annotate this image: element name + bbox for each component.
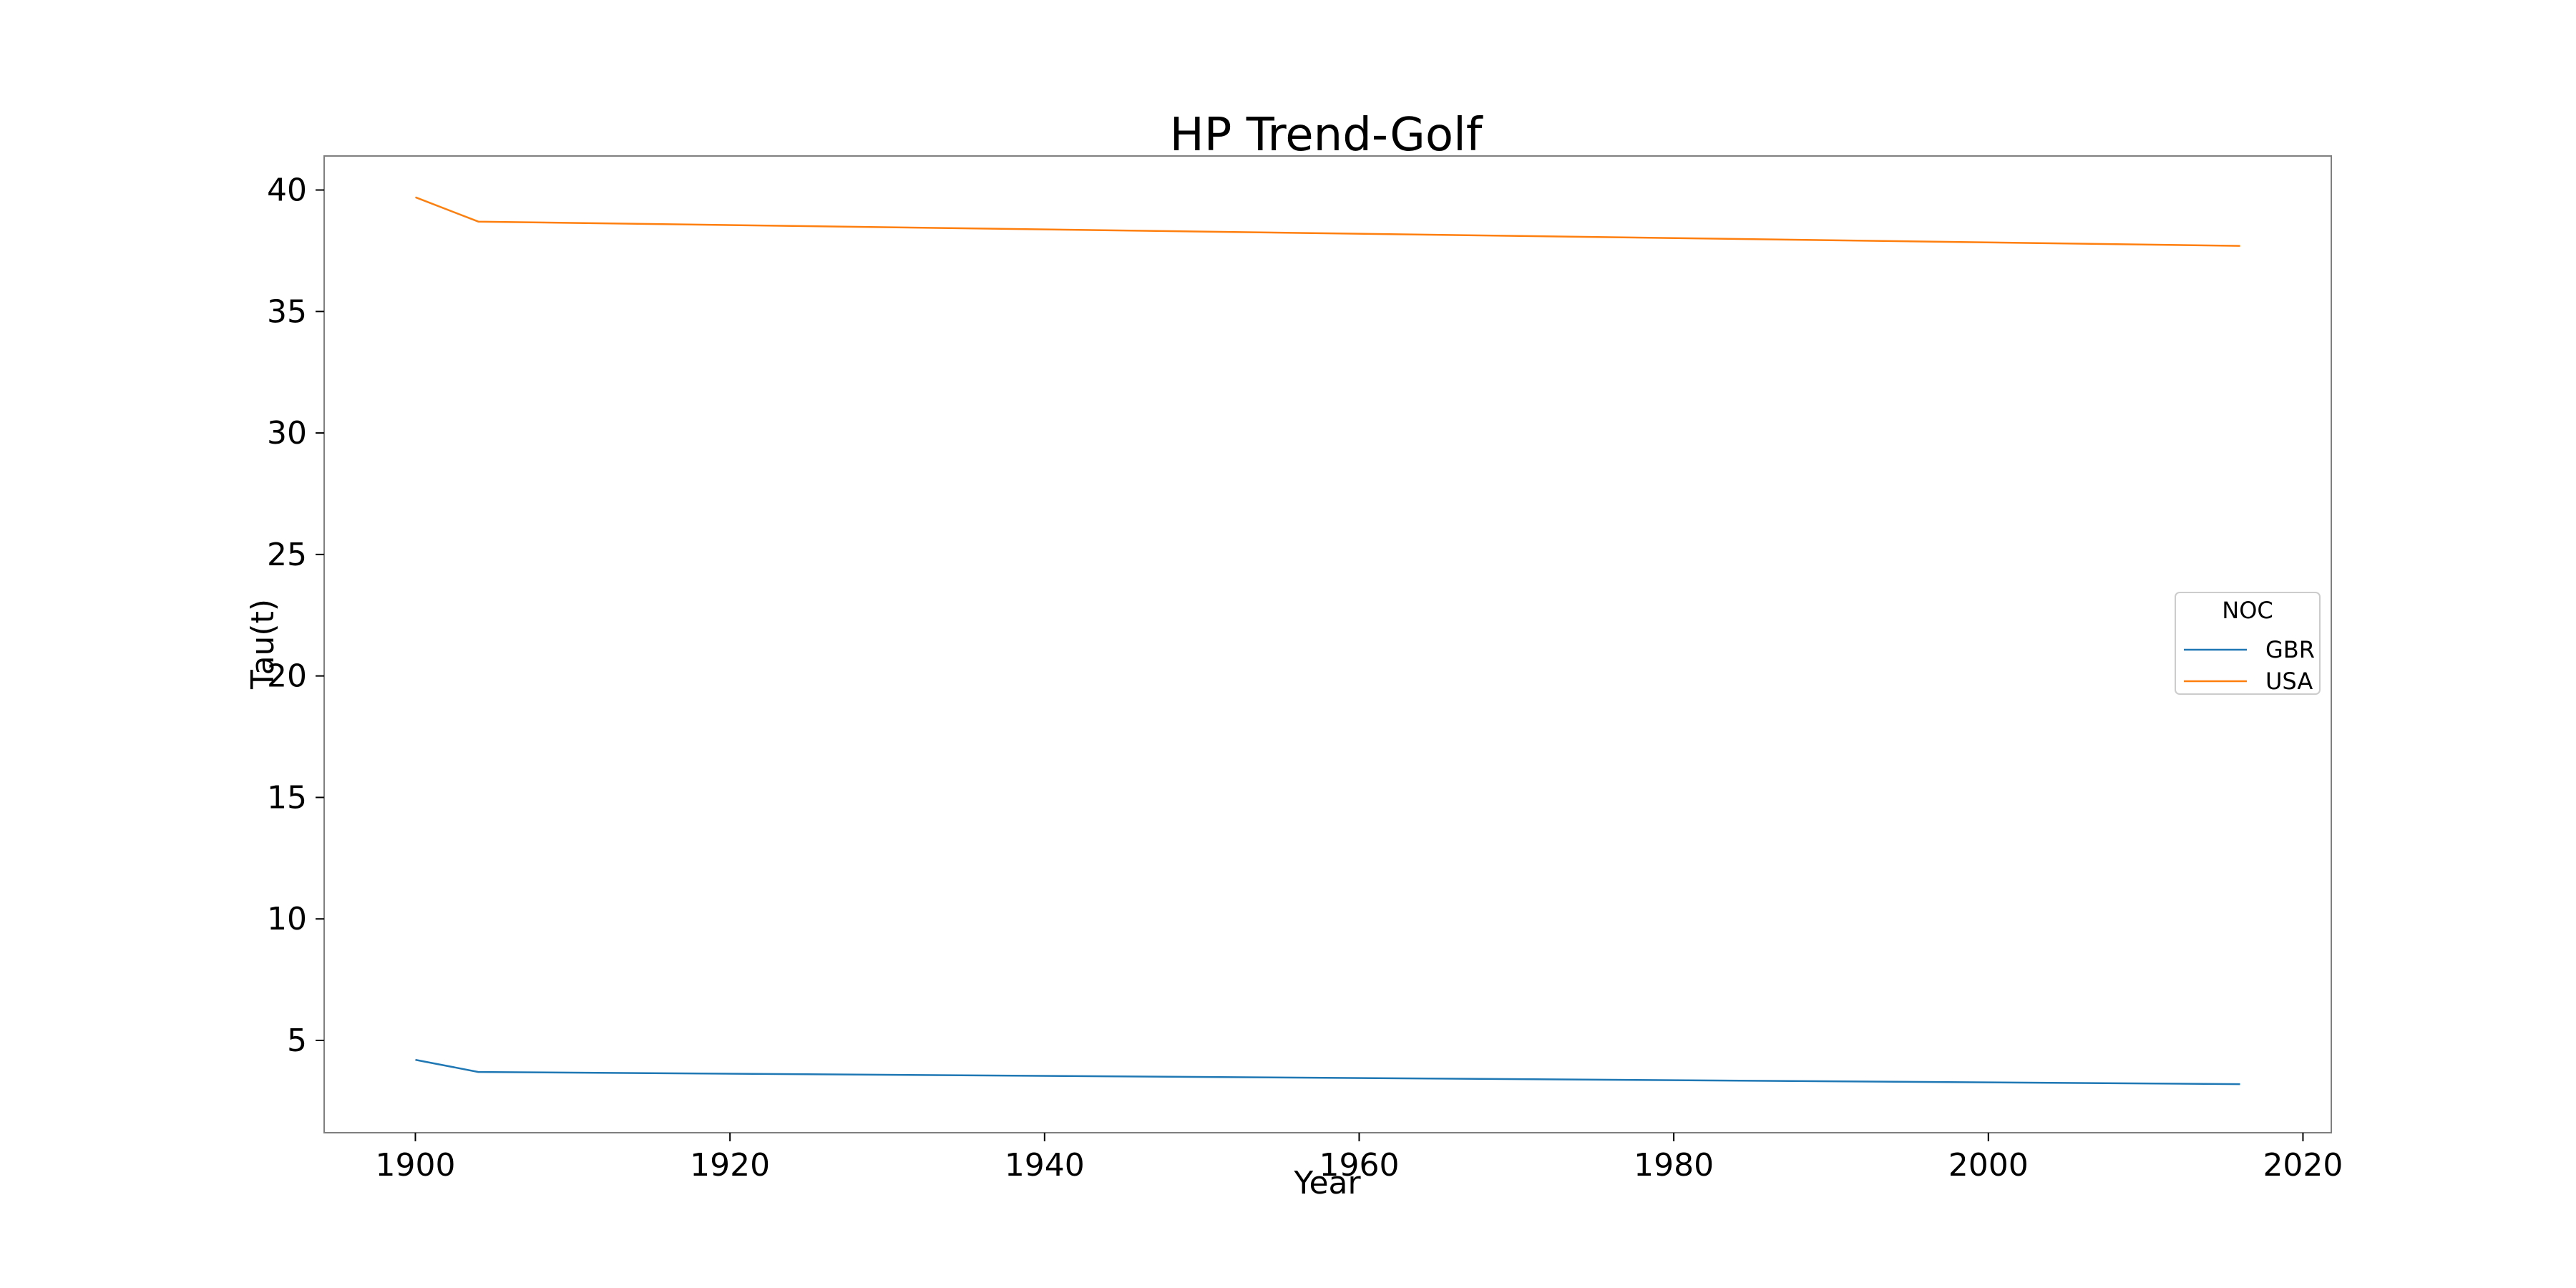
legend: NOC GBR USA <box>2175 592 2321 695</box>
x-tick-label: 1900 <box>376 1147 456 1184</box>
y-tick-label: 40 <box>267 172 307 209</box>
y-tick-label: 20 <box>267 658 307 695</box>
x-tick-label: 2000 <box>1948 1147 2029 1184</box>
x-tick-label: 1940 <box>1005 1147 1085 1184</box>
plot-area <box>415 196 2240 1085</box>
y-tick-label: 15 <box>267 779 307 816</box>
y-axis-label: Tau(t) <box>245 599 281 690</box>
y-tick-label: 10 <box>267 901 307 937</box>
series-line-usa <box>415 196 2240 247</box>
y-tick-label: 30 <box>267 415 307 452</box>
x-axis: 1900 1920 1940 1960 1980 2000 2020 <box>376 1133 2343 1184</box>
series-line-gbr <box>415 1058 2240 1085</box>
x-tick-label: 1980 <box>1634 1147 1714 1184</box>
y-tick-label: 25 <box>267 537 307 573</box>
legend-label-gbr: GBR <box>2265 636 2315 663</box>
legend-title: NOC <box>2222 597 2273 624</box>
chart-title: HP Trend-Golf <box>1170 109 1483 162</box>
y-axis: 5 10 15 20 25 30 35 40 <box>267 172 324 1059</box>
legend-box <box>2175 592 2321 695</box>
x-tick-label: 1920 <box>690 1147 770 1184</box>
x-tick-label: 1960 <box>1319 1147 1399 1184</box>
x-tick-label: 2020 <box>2263 1147 2343 1184</box>
y-tick-label: 35 <box>267 293 307 330</box>
legend-label-usa: USA <box>2265 668 2313 695</box>
y-tick-label: 5 <box>287 1023 307 1059</box>
x-axis-label: Year <box>1293 1165 1361 1201</box>
plot-frame <box>323 155 2332 1133</box>
